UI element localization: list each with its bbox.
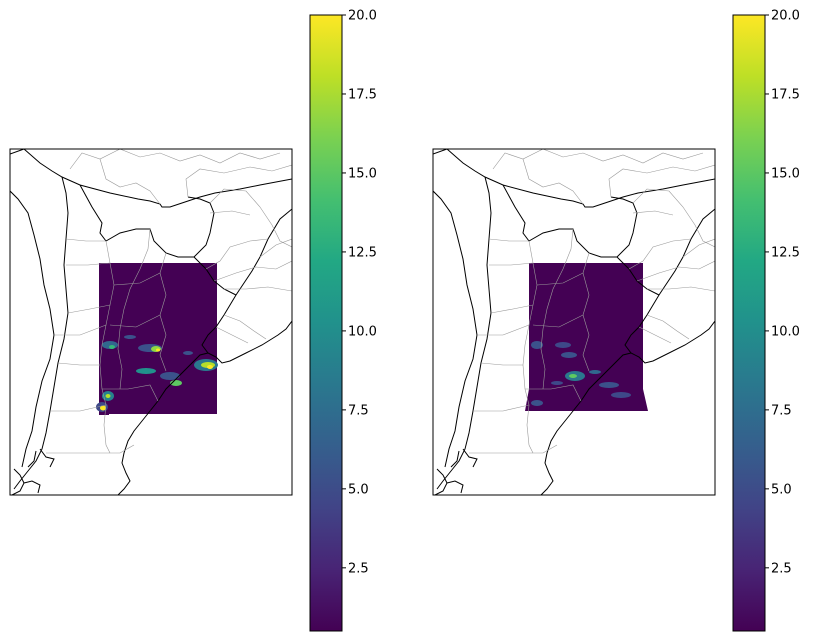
left-precip-features (96, 335, 218, 412)
colorbar-tick-label: 15.0 (348, 166, 377, 181)
colorbar-tick-label: 10.0 (348, 324, 377, 339)
left-colorbar-ticks: 2.5 5.0 7.5 10.0 12.5 15.0 17.5 20.0 (342, 9, 377, 576)
left-map-panel (9, 148, 293, 496)
left-map-content (10, 149, 292, 495)
colorbar-tick-label: 5.0 (771, 482, 792, 497)
right-precip-field (529, 263, 643, 393)
right-colorbar-gradient (732, 14, 766, 632)
colorbar-tick-label: 5.0 (348, 482, 369, 497)
colorbar-tick-label: 15.0 (771, 166, 800, 181)
colorbar-tick-label: 20.0 (348, 9, 377, 24)
colorbar-tick-label: 7.5 (348, 403, 369, 418)
colorbar-tick-label: 20.0 (771, 9, 800, 24)
right-map-panel (432, 148, 716, 496)
right-colorbar-ticks: 2.5 5.0 7.5 10.0 12.5 15.0 17.5 20.0 (765, 9, 800, 576)
right-map-content (433, 149, 715, 495)
colorbar-tick-label: 7.5 (771, 403, 792, 418)
colorbar-tick-label: 12.5 (348, 245, 377, 260)
left-colorbar-gradient (309, 14, 343, 632)
colorbar-tick-label: 2.5 (348, 561, 369, 576)
colorbar-tick-label: 17.5 (771, 87, 800, 102)
right-colorbar: 2.5 5.0 7.5 10.0 12.5 15.0 17.5 20.0 (732, 9, 800, 632)
left-colorbar: 2.5 5.0 7.5 10.0 12.5 15.0 17.5 20.0 (309, 9, 377, 632)
left-precip-field (99, 263, 217, 414)
colorbar-tick-label: 10.0 (771, 324, 800, 339)
colorbar-tick-label: 12.5 (771, 245, 800, 260)
colorbar-tick-label: 2.5 (771, 561, 792, 576)
right-map-frame (432, 148, 716, 496)
colorbar-tick-label: 17.5 (348, 87, 377, 102)
right-precip-features (531, 341, 631, 406)
left-map-frame (9, 148, 293, 496)
